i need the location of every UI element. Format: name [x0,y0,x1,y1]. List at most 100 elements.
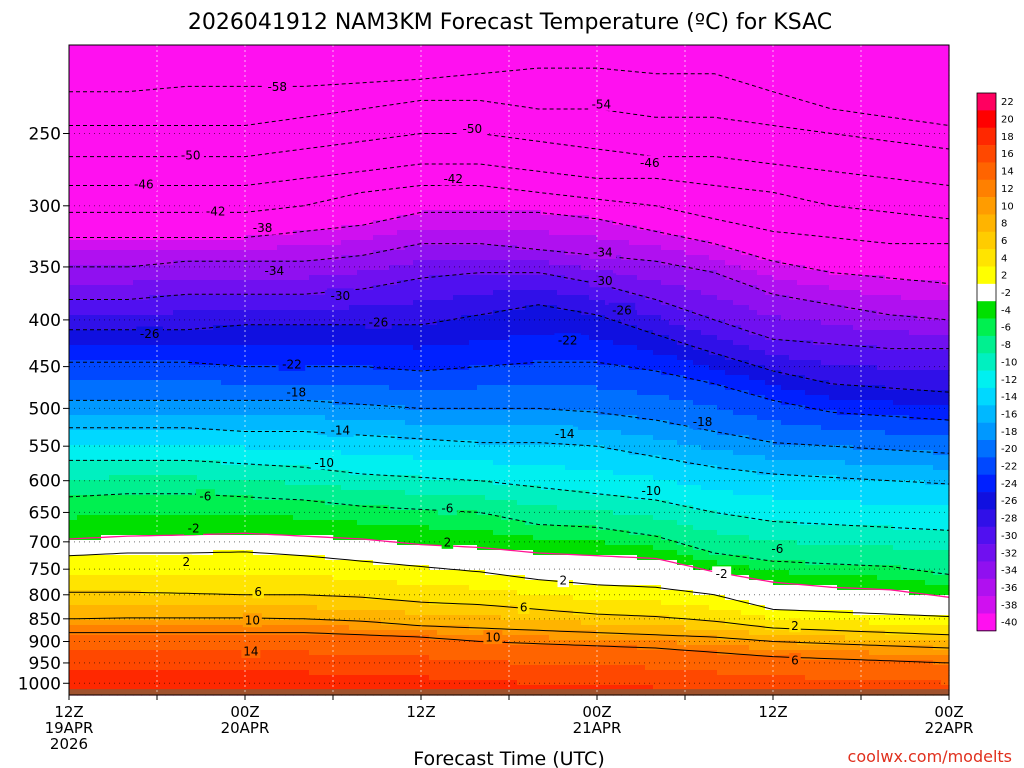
temperature-cell [165,135,174,141]
temperature-cell [261,150,270,156]
temperature-cell [125,425,134,431]
temperature-cell [85,245,94,251]
temperature-cell [125,365,134,371]
temperature-cell [181,580,190,586]
temperature-cell [213,285,222,291]
temperature-cell [245,575,254,581]
temperature-cell [309,345,318,351]
temperature-cell [69,580,78,586]
temperature-cell [213,295,222,301]
temperature-cell [213,435,222,441]
temperature-cell [237,375,246,381]
temperature-cell [101,480,110,486]
temperature-cell [365,540,374,546]
temperature-cell [221,135,230,141]
temperature-cell [93,130,102,136]
temperature-cell [189,290,198,296]
temperature-cell [309,450,318,456]
temperature-cell [309,590,318,596]
temperature-cell [133,610,142,616]
temperature-cell [349,160,358,166]
temperature-cell [101,500,110,506]
temperature-cell [285,300,294,306]
temperature-cell [285,430,294,436]
temperature-cell [77,80,86,86]
temperature-cell [301,45,310,51]
temperature-cell [261,685,270,691]
temperature-cell [293,290,302,296]
temperature-cell [197,375,206,381]
temperature-cell [213,570,222,576]
temperature-cell [85,515,94,521]
temperature-cell [301,95,310,101]
temperature-cell [133,135,142,141]
temperature-cell [125,450,134,456]
temperature-cell [141,565,150,571]
temperature-cell [301,380,310,386]
temperature-cell [69,230,78,236]
temperature-cell [197,255,206,261]
temperature-cell [69,505,78,511]
temperature-cell [309,205,318,211]
temperature-cell [341,445,350,451]
temperature-cell [173,570,182,576]
temperature-cell [69,475,78,481]
temperature-cell [309,360,318,366]
temperature-cell [261,670,270,676]
temperature-cell [197,330,206,336]
temperature-cell [189,435,198,441]
temperature-cell [181,545,190,551]
temperature-cell [213,560,222,566]
temperature-cell [229,445,238,451]
temperature-cell [221,315,230,321]
temperature-cell [173,355,182,361]
temperature-cell [77,455,86,461]
temperature-cell [341,195,350,201]
temperature-cell [301,495,310,501]
temperature-cell [285,620,294,626]
temperature-cell [149,485,158,491]
temperature-cell [269,605,278,611]
temperature-cell [221,340,230,346]
temperature-cell [309,210,318,216]
temperature-cell [157,160,166,166]
temperature-cell [109,655,118,661]
temperature-cell [77,305,86,311]
temperature-cell [109,275,118,281]
temperature-cell [245,155,254,161]
temperature-cell [365,400,374,406]
temperature-cell [349,400,358,406]
temperature-cell [237,260,246,266]
temperature-cell [373,160,382,166]
temperature-cell [157,555,166,561]
temperature-cell [333,180,342,186]
temperature-cell [325,380,334,386]
temperature-cell [77,405,86,411]
temperature-cell [245,395,254,401]
temperature-cell [301,605,310,611]
temperature-cell [197,650,206,656]
temperature-cell [109,435,118,441]
temperature-cell [261,465,270,471]
temperature-cell [357,480,366,486]
temperature-cell [277,350,286,356]
temperature-cell [101,505,110,511]
temperature-cell [309,570,318,576]
temperature-cell [333,185,342,191]
temperature-cell [333,70,342,76]
temperature-cell [357,95,366,101]
temperature-cell [189,70,198,76]
temperature-cell [189,545,198,551]
temperature-cell [341,220,350,226]
temperature-cell [237,115,246,121]
temperature-cell [301,200,310,206]
temperature-cell [189,455,198,461]
temperature-cell [109,105,118,111]
temperature-cell [85,265,94,271]
temperature-cell [309,385,318,391]
temperature-cell [317,380,326,386]
temperature-cell [245,145,254,151]
temperature-cell [333,685,342,691]
temperature-cell [229,525,238,531]
temperature-cell [197,640,206,646]
